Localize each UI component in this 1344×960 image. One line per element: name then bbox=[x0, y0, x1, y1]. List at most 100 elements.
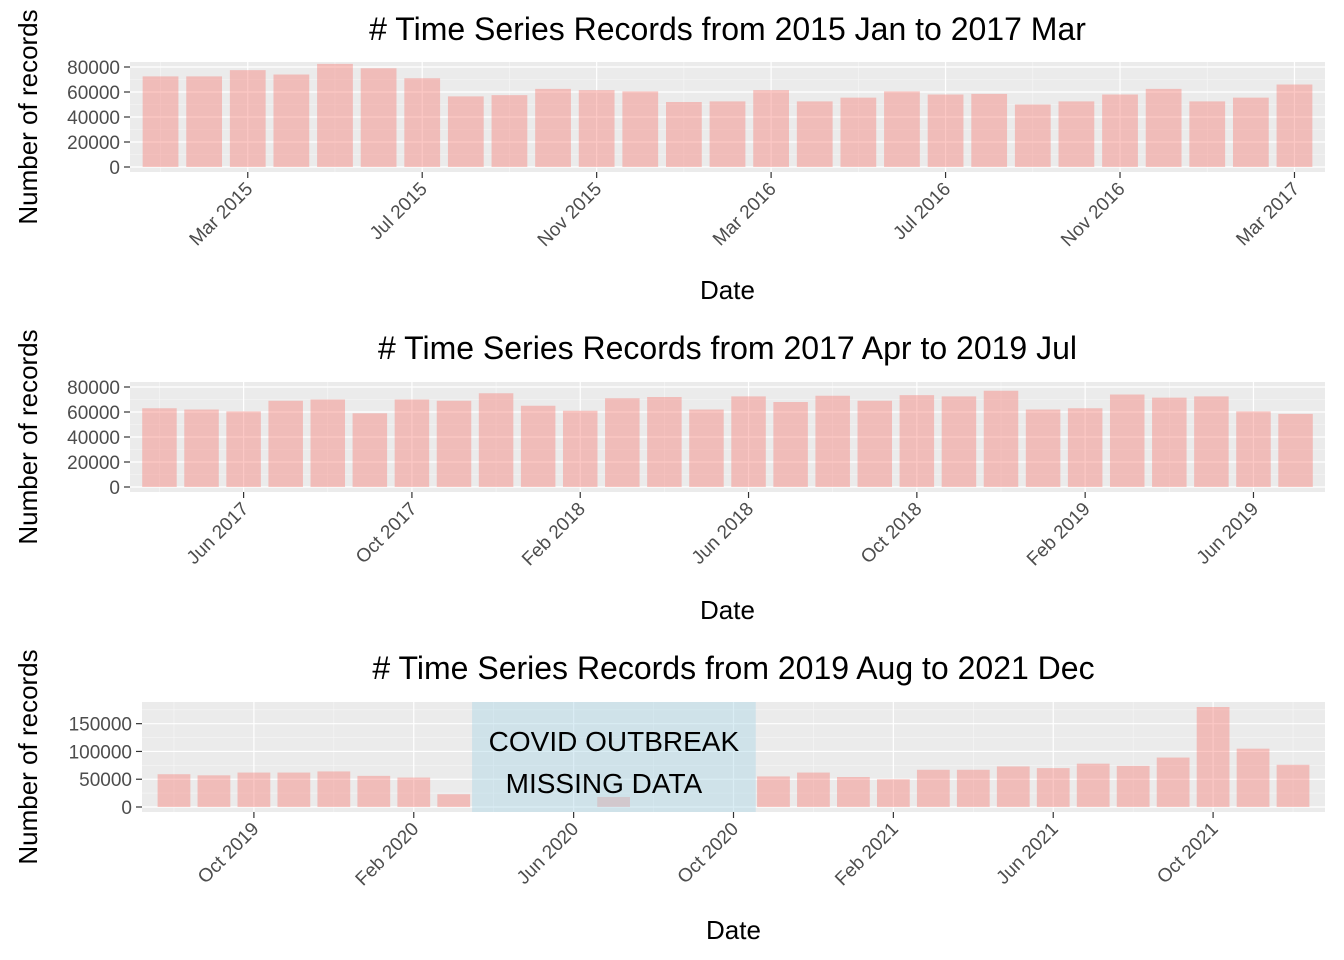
y-tick-label: 20000 bbox=[67, 453, 120, 474]
bar bbox=[757, 776, 790, 807]
bar bbox=[142, 408, 177, 487]
bar bbox=[352, 413, 388, 487]
y-tick-label: 80000 bbox=[67, 58, 120, 79]
bar bbox=[277, 772, 311, 807]
y-tick-label: 60000 bbox=[67, 83, 120, 104]
chart-title: # Time Series Records from 2015 Jan to 2… bbox=[369, 11, 1086, 47]
bar bbox=[709, 101, 746, 167]
bar bbox=[157, 774, 191, 807]
bar bbox=[837, 777, 870, 807]
x-axis-label: Date bbox=[706, 915, 761, 945]
bar bbox=[916, 769, 950, 807]
bar bbox=[1232, 97, 1269, 167]
x-tick-label: Mar 2016 bbox=[709, 179, 781, 251]
y-tick-label: 100000 bbox=[69, 742, 132, 763]
y-tick-label: 80000 bbox=[67, 378, 120, 399]
bar bbox=[184, 409, 219, 487]
bar bbox=[404, 78, 441, 167]
bar bbox=[197, 775, 231, 807]
bar bbox=[927, 94, 964, 167]
x-axis-label: Date bbox=[700, 275, 755, 305]
bar bbox=[360, 68, 397, 167]
bar bbox=[1058, 101, 1095, 167]
bar bbox=[1102, 94, 1138, 167]
x-tick-label: Feb 2020 bbox=[352, 819, 424, 891]
bar bbox=[1067, 408, 1103, 487]
bar bbox=[1189, 101, 1226, 167]
bar bbox=[1236, 411, 1271, 487]
x-tick-label: Oct 2019 bbox=[194, 819, 263, 888]
y-tick-label: 20000 bbox=[67, 133, 120, 154]
bar bbox=[237, 772, 271, 807]
chart-panel-1: 0 20000 40000 60000 80000 Mar 2015 Jul 2015 Nov… bbox=[13, 9, 1325, 305]
x-tick-label: Mar 2017 bbox=[1232, 179, 1304, 251]
bar bbox=[1276, 764, 1310, 807]
x-tick-label: Nov 2016 bbox=[1057, 179, 1129, 251]
bar bbox=[876, 779, 910, 807]
x-tick-label: Feb 2021 bbox=[831, 819, 903, 891]
bar bbox=[1014, 104, 1051, 167]
bar bbox=[273, 74, 310, 167]
chart-title: # Time Series Records from 2019 Aug to 2… bbox=[372, 650, 1094, 686]
bar bbox=[186, 76, 223, 167]
bar bbox=[310, 399, 346, 487]
bar bbox=[478, 393, 514, 487]
bar bbox=[753, 90, 789, 167]
bar bbox=[605, 398, 640, 487]
bar bbox=[397, 777, 431, 807]
bar bbox=[773, 402, 808, 487]
bar bbox=[899, 395, 935, 487]
x-tick-label: Jun 2019 bbox=[1193, 499, 1263, 569]
bar bbox=[317, 63, 353, 167]
bar bbox=[622, 91, 659, 167]
y-tick-label: 40000 bbox=[67, 108, 120, 129]
x-tick-label: Feb 2019 bbox=[1023, 499, 1095, 571]
bar bbox=[1196, 707, 1230, 807]
bar bbox=[1145, 88, 1182, 167]
bar bbox=[229, 70, 266, 167]
x-tick-label: Oct 2017 bbox=[352, 499, 421, 568]
bar bbox=[1116, 765, 1150, 807]
bar bbox=[815, 395, 850, 487]
bar bbox=[597, 797, 630, 807]
bar bbox=[357, 775, 391, 807]
x-tick-label: Jun 2021 bbox=[993, 819, 1063, 889]
chart-panel-3: COVID OUTBREAK MISSING DATA 0 50000 100000 15… bbox=[13, 649, 1325, 945]
covid-highlight-region bbox=[472, 702, 756, 812]
y-axis-label: Number of records bbox=[13, 9, 43, 224]
bar bbox=[996, 766, 1030, 807]
y-tick-label: 40000 bbox=[67, 428, 120, 449]
bar bbox=[1152, 397, 1187, 487]
y-tick-label: 150000 bbox=[69, 715, 132, 736]
bar bbox=[857, 400, 893, 487]
y-axis-label: Number of records bbox=[13, 649, 43, 864]
bar bbox=[666, 102, 702, 167]
chart-panel-2: 0 20000 40000 60000 80000 Jun 2017 Oct 2017 Feb… bbox=[13, 329, 1325, 625]
x-axis-label: Date bbox=[700, 595, 755, 625]
y-tick-label: 0 bbox=[109, 478, 120, 499]
bar bbox=[436, 400, 472, 487]
bar bbox=[1278, 413, 1313, 487]
x-tick-label: Mar 2015 bbox=[186, 179, 258, 251]
y-tick-label: 50000 bbox=[79, 770, 132, 791]
bar bbox=[1109, 394, 1145, 487]
bar bbox=[941, 396, 977, 487]
bar bbox=[689, 409, 724, 487]
bar bbox=[840, 97, 877, 167]
highlight-label-line: COVID OUTBREAK bbox=[489, 726, 740, 757]
bar bbox=[956, 769, 990, 807]
bar bbox=[1194, 396, 1229, 487]
bar bbox=[1276, 84, 1313, 167]
y-tick-label: 60000 bbox=[67, 403, 120, 424]
bar bbox=[447, 96, 484, 167]
bar bbox=[1076, 763, 1110, 807]
x-tick-label: Oct 2020 bbox=[674, 819, 743, 888]
bar bbox=[268, 400, 303, 487]
bar bbox=[437, 794, 471, 807]
x-tick-label: Jul 2015 bbox=[366, 179, 432, 245]
x-tick-label: Oct 2021 bbox=[1153, 819, 1222, 888]
bar bbox=[1236, 748, 1270, 807]
x-tick-label: Oct 2018 bbox=[857, 499, 926, 568]
bar bbox=[884, 91, 920, 167]
